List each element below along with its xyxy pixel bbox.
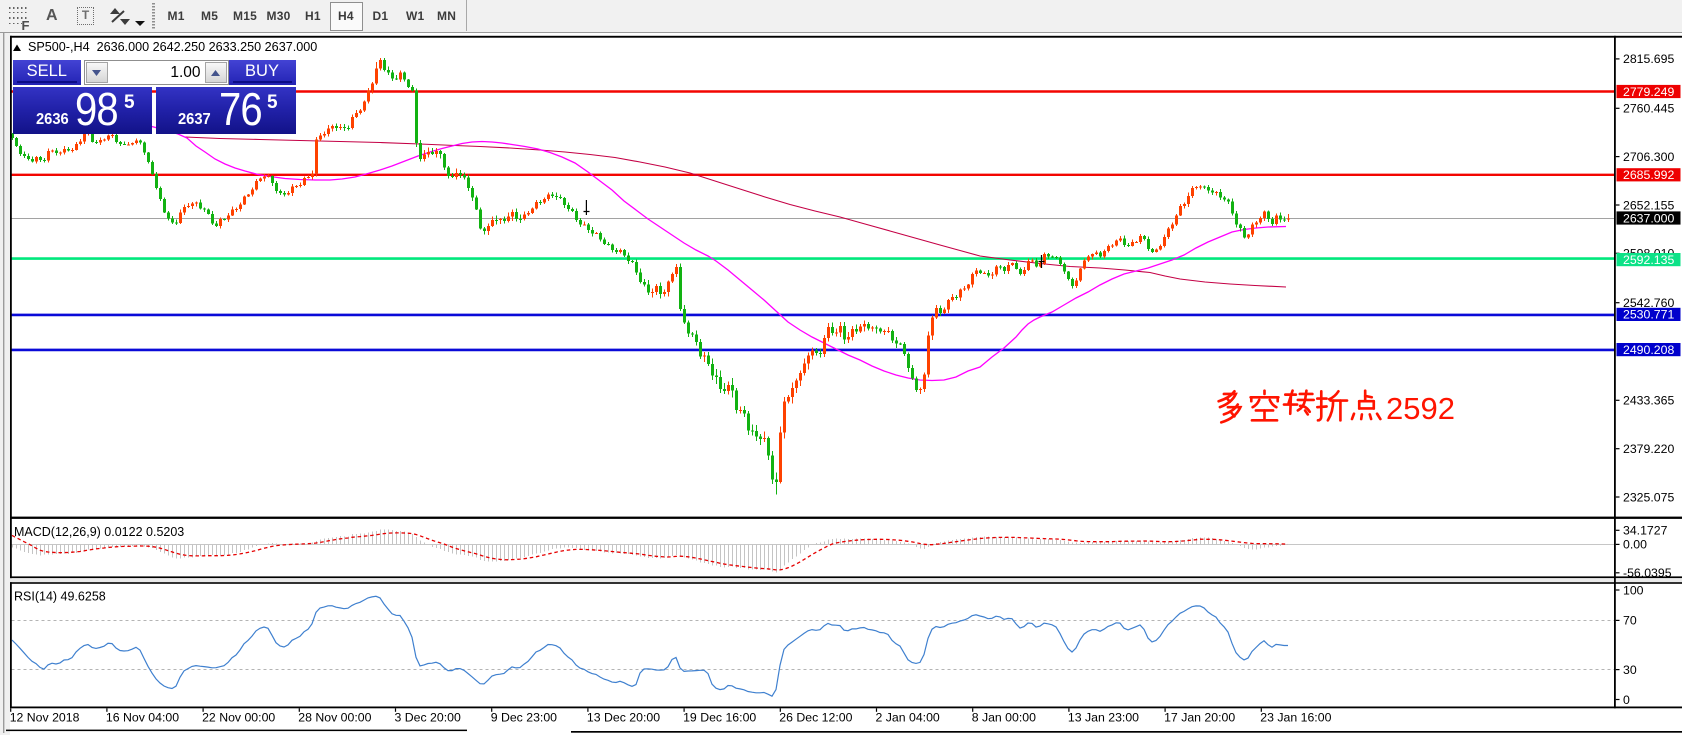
svg-text:2530.771: 2530.771 [1623, 308, 1674, 322]
svg-text:30: 30 [1623, 663, 1637, 677]
svg-text:26 Dec 12:00: 26 Dec 12:00 [779, 711, 852, 725]
svg-text:2815.695: 2815.695 [1623, 52, 1674, 66]
svg-text:2592.135: 2592.135 [1623, 253, 1674, 267]
svg-text:-56.0395: -56.0395 [1623, 566, 1672, 580]
svg-text:13 Dec 20:00: 13 Dec 20:00 [587, 711, 660, 725]
svg-text:8 Jan 00:00: 8 Jan 00:00 [972, 711, 1036, 725]
svg-text:MACD(12,26,9) 0.0122 0.5203: MACD(12,26,9) 0.0122 0.5203 [14, 525, 184, 539]
svg-text:2637.000: 2637.000 [1623, 211, 1674, 225]
svg-text:12 Nov 2018: 12 Nov 2018 [10, 711, 80, 725]
svg-text:17 Jan 20:00: 17 Jan 20:00 [1164, 711, 1235, 725]
svg-text:2379.220: 2379.220 [1623, 442, 1674, 456]
svg-text:28 Nov 00:00: 28 Nov 00:00 [298, 711, 371, 725]
svg-text:23 Jan 16:00: 23 Jan 16:00 [1260, 711, 1331, 725]
svg-text:SP500-,H4 2636.000 2642.250 2: SP500-,H4 2636.000 2642.250 2633.250 263… [28, 40, 317, 54]
svg-text:3 Dec 20:00: 3 Dec 20:00 [395, 711, 461, 725]
svg-text:2652.155: 2652.155 [1623, 198, 1674, 212]
svg-text:34.1727: 34.1727 [1623, 524, 1668, 538]
svg-text:2760.445: 2760.445 [1623, 102, 1674, 116]
svg-text:70: 70 [1623, 614, 1637, 628]
svg-text:0: 0 [1623, 693, 1630, 707]
svg-text:RSI(14) 49.6258: RSI(14) 49.6258 [14, 590, 106, 604]
svg-text:0.00: 0.00 [1623, 538, 1647, 552]
svg-text:2592: 2592 [1386, 391, 1455, 426]
svg-text:22 Nov 00:00: 22 Nov 00:00 [202, 711, 275, 725]
svg-text:2 Jan 04:00: 2 Jan 04:00 [876, 711, 940, 725]
svg-text:2490.208: 2490.208 [1623, 343, 1674, 357]
svg-text:9 Dec 23:00: 9 Dec 23:00 [491, 711, 557, 725]
svg-text:19 Dec 16:00: 19 Dec 16:00 [683, 711, 756, 725]
svg-text:2542.760: 2542.760 [1623, 296, 1674, 310]
svg-text:100: 100 [1623, 583, 1644, 597]
svg-text:2325.075: 2325.075 [1623, 490, 1674, 504]
svg-text:2433.365: 2433.365 [1623, 394, 1674, 408]
svg-text:13 Jan 23:00: 13 Jan 23:00 [1068, 711, 1139, 725]
svg-text:2685.992: 2685.992 [1623, 168, 1674, 182]
svg-text:2779.249: 2779.249 [1623, 85, 1674, 99]
svg-text:16 Nov 04:00: 16 Nov 04:00 [106, 711, 179, 725]
svg-text:2706.300: 2706.300 [1623, 150, 1674, 164]
